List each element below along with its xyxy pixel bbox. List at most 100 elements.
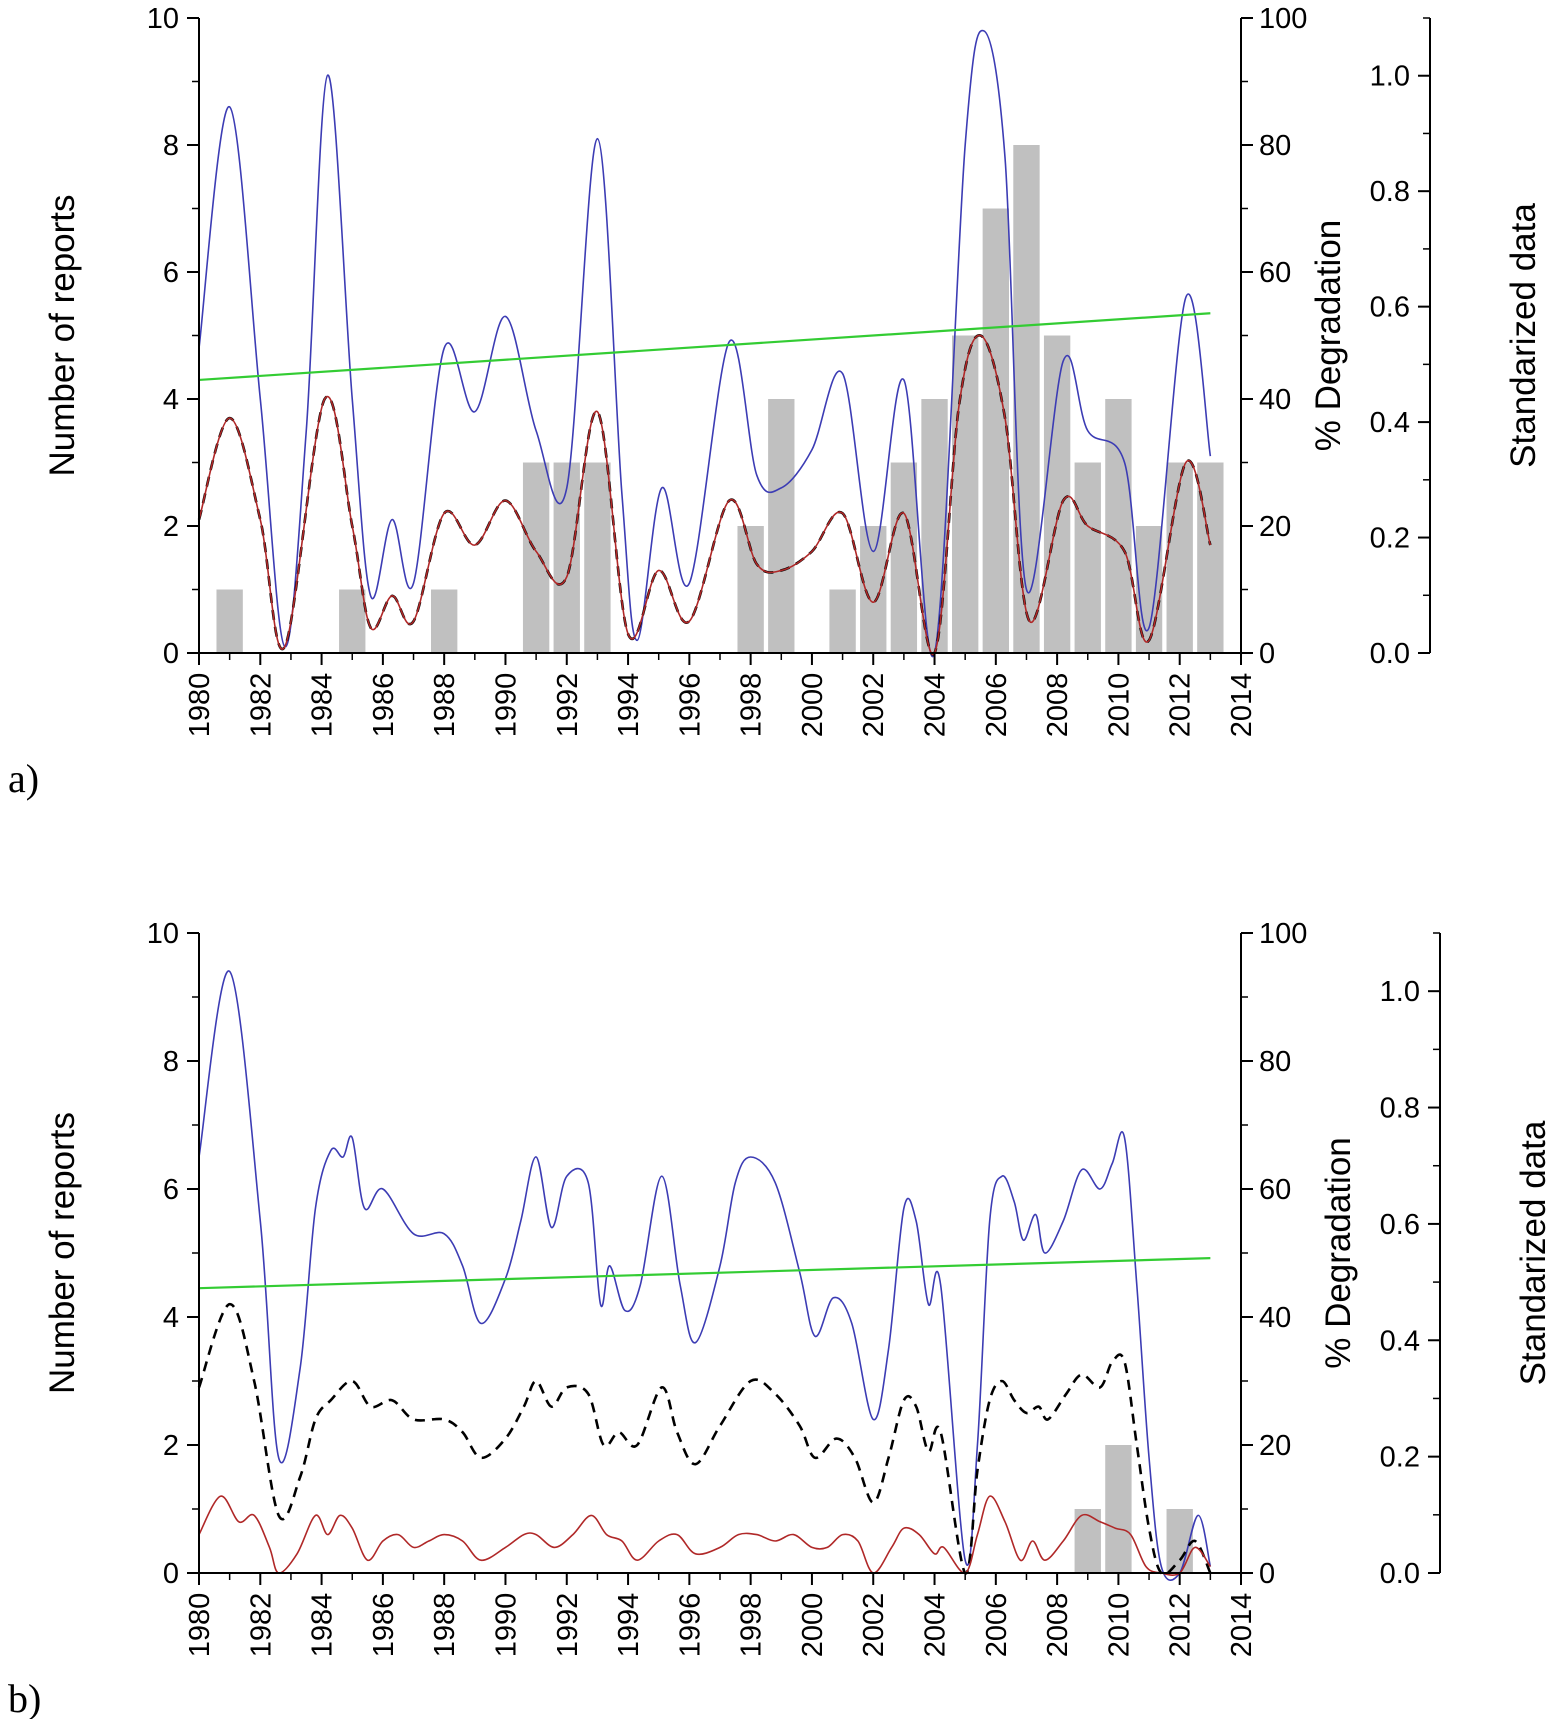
left-tick-label: 6: [163, 1174, 179, 1206]
bar-2008: [1043, 335, 1071, 653]
red-line: [198, 1495, 1212, 1576]
bar-2011: [1135, 526, 1163, 653]
bar-2012: [1166, 1509, 1193, 1573]
x-tick-label: 1988: [429, 673, 461, 738]
x-tick-label: 2012: [1165, 1593, 1197, 1658]
x-tick-label: 2002: [858, 1593, 890, 1658]
right-tick-label: 0: [1259, 638, 1275, 670]
left-tick-label: 4: [163, 384, 179, 416]
x-tick-label: 1998: [736, 673, 768, 738]
far-tick-label: 1.0: [1380, 976, 1420, 1008]
red-line: [198, 334, 1212, 656]
x-tick-label: 1984: [307, 1593, 339, 1658]
panel-label: b): [8, 1676, 41, 1719]
x-tick-label: 1996: [674, 673, 706, 738]
x-tick-label: 2010: [1103, 1593, 1135, 1658]
left-tick-label: 6: [163, 257, 179, 289]
x-tick-label: 1996: [674, 1593, 706, 1658]
x-tick-label: 1990: [490, 1593, 522, 1658]
x-tick-label: 1998: [736, 1593, 768, 1658]
x-tick-label: 1990: [490, 673, 522, 738]
bar-2010: [1105, 1445, 1132, 1573]
right-axis-title: % Degradation: [1319, 1137, 1358, 1369]
far-tick-label: 0.8: [1380, 1093, 1420, 1125]
far-axis-title: Standarized data: [1514, 1120, 1553, 1385]
right-tick-label: 20: [1259, 1430, 1291, 1462]
x-tick-label: 2008: [1042, 673, 1074, 738]
far-axis-title: Standarized data: [1504, 203, 1543, 468]
right-tick-label: 80: [1259, 130, 1291, 162]
black-dashed-line: [197, 1302, 1212, 1576]
x-tick-label: 2014: [1226, 673, 1258, 738]
far-tick-label: 0.4: [1380, 1325, 1420, 1357]
bars-group: [1074, 1445, 1193, 1573]
far-tick-label: 0.0: [1370, 638, 1410, 670]
x-axis-ticks: 1980 1982 1984 1986 1988 1990 1992 1994 1996 1998…: [184, 653, 1258, 737]
x-axis-ticks: 1980 1982 1984 1986 1988 1990 1992 1994 1996 1998…: [184, 1573, 1258, 1657]
bar-1999: [768, 399, 795, 653]
x-tick-label: 1988: [429, 1593, 461, 1658]
x-tick-label: 2008: [1042, 1593, 1074, 1658]
right-tick-label: 20: [1259, 511, 1291, 543]
bar-1992: [553, 462, 580, 653]
x-tick-label: 1982: [245, 1593, 277, 1658]
series-group: [197, 970, 1212, 1581]
right-tick-label: 80: [1259, 1046, 1291, 1078]
x-tick-label: 1980: [184, 673, 216, 738]
far-axis-ticks: 0.0 0.2 0.4 0.6 0.8 1.0: [1370, 17, 1430, 670]
blue-line: [198, 29, 1212, 658]
right-axis-ticks: 0 20 40 60 80 100: [1241, 3, 1307, 670]
far-tick-label: 1.0: [1370, 61, 1410, 93]
far-tick-label: 0.2: [1380, 1442, 1420, 1474]
green-trend-line: [198, 312, 1211, 382]
left-tick-label: 4: [163, 1302, 179, 1334]
x-tick-label: 2012: [1165, 673, 1197, 738]
bar-2005: [951, 335, 979, 653]
left-tick-label: 10: [147, 3, 179, 35]
right-axis-ticks: 0 20 40 60 80 100: [1241, 918, 1307, 1590]
left-tick-label: 2: [163, 511, 179, 543]
bar-2010: [1105, 399, 1132, 653]
green-trend-line: [198, 1257, 1211, 1290]
bar-1981: [216, 589, 243, 653]
x-tick-label: 1994: [613, 673, 645, 738]
left-tick-label: 10: [147, 918, 179, 950]
x-tick-label: 1992: [552, 673, 584, 738]
far-tick-label: 0.0: [1380, 1558, 1420, 1590]
bar-2001: [829, 589, 856, 653]
x-tick-label: 2000: [797, 673, 829, 738]
series-group: [197, 29, 1212, 658]
left-tick-label: 2: [163, 1430, 179, 1462]
right-tick-label: 0: [1259, 1558, 1275, 1590]
right-tick-label: 100: [1259, 3, 1307, 35]
x-tick-label: 2002: [858, 673, 890, 738]
bar-2003: [890, 462, 918, 653]
x-tick-label: 2006: [981, 1593, 1013, 1658]
right-tick-label: 60: [1259, 1174, 1291, 1206]
panel-label: a): [8, 756, 39, 801]
left-tick-label: 8: [163, 1046, 179, 1078]
bar-2002: [860, 526, 887, 653]
panel-b: 02468100204060801000.00.20.40.60.81.0198…: [8, 918, 1553, 1719]
blue-line: [198, 970, 1212, 1581]
x-tick-label: 2000: [797, 1593, 829, 1658]
far-tick-label: 0.2: [1370, 523, 1410, 555]
x-tick-label: 2004: [920, 673, 952, 738]
bar-1988: [430, 589, 458, 653]
x-tick-label: 1982: [245, 673, 277, 738]
left-tick-label: 0: [163, 1558, 179, 1590]
left-axis-ticks: 0 2 4 6 8 10: [147, 918, 199, 1590]
left-tick-label: 0: [163, 638, 179, 670]
x-tick-label: 1980: [184, 1593, 216, 1658]
bar-2013: [1197, 462, 1224, 653]
x-tick-label: 2010: [1103, 673, 1135, 738]
far-tick-label: 0.8: [1370, 176, 1410, 208]
bar-1991: [522, 462, 550, 653]
right-axis-title: % Degradation: [1309, 220, 1348, 452]
x-tick-label: 2014: [1226, 1593, 1258, 1658]
right-tick-label: 40: [1259, 1302, 1291, 1334]
bar-2007: [1013, 145, 1040, 653]
left-axis-ticks: 0 2 4 6 8 10: [147, 3, 199, 670]
x-tick-label: 1986: [368, 673, 400, 738]
